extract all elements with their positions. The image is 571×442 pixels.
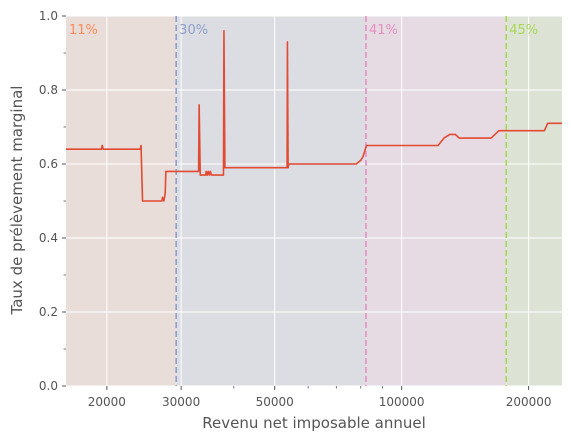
bracket-band — [176, 16, 366, 386]
bracket-bands — [66, 16, 562, 386]
bracket-label: 11% — [69, 23, 98, 38]
x-tick-label: 20000 — [88, 395, 126, 409]
axes: 0.0 0.2 0.4 0.6 0.8 1.0 20000 30000 50000 100000 2… — [39, 9, 552, 409]
series-line — [66, 30, 562, 202]
bracket-dividers — [175, 16, 508, 386]
bracket-label: 45% — [509, 23, 538, 38]
y-tick-label: 0.2 — [39, 305, 58, 319]
bracket-band — [365, 16, 507, 386]
series-lines — [66, 30, 562, 202]
x-tick-label: 50000 — [256, 395, 294, 409]
x-tick-label: 200000 — [506, 395, 552, 409]
y-axis-label: Taux de prélèvement marginal — [8, 86, 26, 316]
x-tick-label: 100000 — [379, 395, 425, 409]
y-tick-label: 1.0 — [39, 9, 58, 23]
bracket-label: 41% — [369, 23, 398, 38]
y-tick-label: 0.4 — [39, 231, 58, 245]
y-tick-label: 0.0 — [39, 379, 58, 393]
y-tick-label: 0.6 — [39, 157, 58, 171]
bracket-labels: 11% 30% 41% 45% — [69, 23, 538, 38]
x-tick-label: 30000 — [162, 395, 200, 409]
bracket-band — [506, 16, 562, 386]
x-axis-label: Revenu net imposable annuel — [202, 414, 426, 432]
y-tick-label: 0.8 — [39, 83, 58, 97]
grid-lines — [66, 15, 562, 387]
bracket-label: 30% — [179, 23, 208, 38]
